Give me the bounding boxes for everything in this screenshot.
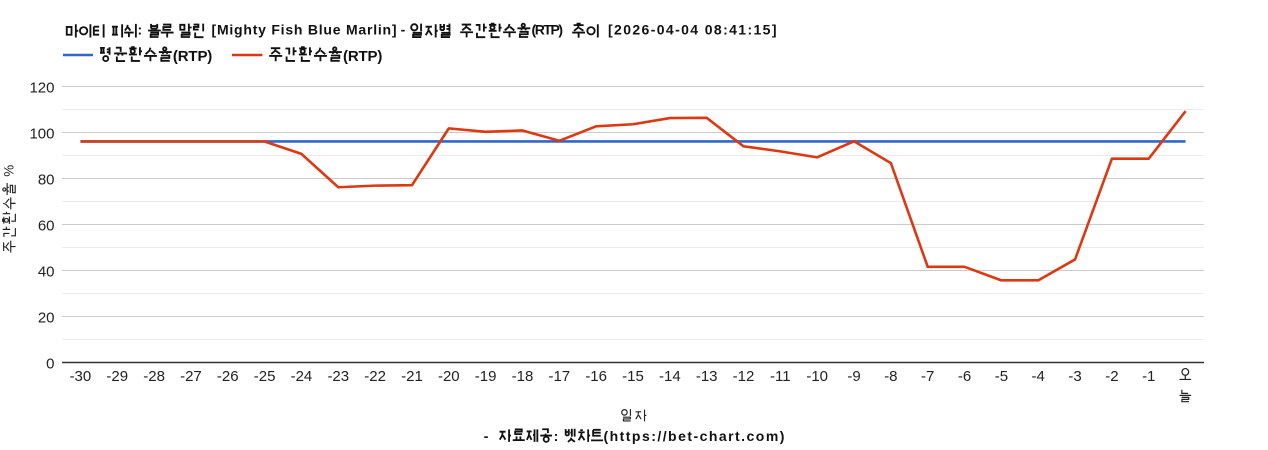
svg-text:%: % <box>2 165 17 177</box>
svg-text:-23: -23 <box>327 368 349 385</box>
svg-text:-15: -15 <box>622 368 644 385</box>
svg-text:60: 60 <box>38 217 55 234</box>
svg-text:-2: -2 <box>1105 368 1118 385</box>
svg-text:-24: -24 <box>291 368 313 385</box>
svg-text:(RTP): (RTP) <box>343 48 382 65</box>
svg-text:(RTP): (RTP) <box>173 48 212 65</box>
svg-text:-: - <box>401 22 406 38</box>
svg-text:100: 100 <box>29 125 54 142</box>
svg-text:-17: -17 <box>548 368 570 385</box>
svg-text:-13: -13 <box>696 368 718 385</box>
svg-text:-27: -27 <box>180 368 202 385</box>
svg-text:-4: -4 <box>1032 368 1045 385</box>
svg-text:-12: -12 <box>733 368 755 385</box>
svg-text:[Mighty Fish Blue Marlin]: [Mighty Fish Blue Marlin] <box>212 22 397 38</box>
svg-text:-26: -26 <box>217 368 239 385</box>
svg-text:-30: -30 <box>70 368 92 385</box>
svg-text:-28: -28 <box>143 368 165 385</box>
svg-text:-9: -9 <box>847 368 860 385</box>
svg-text:80: 80 <box>38 171 55 188</box>
svg-text:-: - <box>484 428 489 444</box>
svg-text:-18: -18 <box>512 368 534 385</box>
svg-text:120: 120 <box>29 80 54 97</box>
svg-text:-3: -3 <box>1068 368 1081 385</box>
svg-text:-5: -5 <box>995 368 1008 385</box>
svg-text:-29: -29 <box>106 368 128 385</box>
svg-text:-10: -10 <box>806 368 828 385</box>
svg-text::: : <box>554 428 559 444</box>
svg-text:-6: -6 <box>958 368 971 385</box>
svg-text:0: 0 <box>46 355 54 372</box>
svg-text:20: 20 <box>38 309 55 326</box>
svg-text:-21: -21 <box>401 368 423 385</box>
svg-text:-1: -1 <box>1142 368 1155 385</box>
svg-text:-16: -16 <box>585 368 607 385</box>
svg-text:(https://bet-chart.com): (https://bet-chart.com) <box>604 428 785 444</box>
svg-text:-20: -20 <box>438 368 460 385</box>
svg-text::: : <box>138 22 143 38</box>
svg-text:-14: -14 <box>659 368 681 385</box>
svg-text:-25: -25 <box>254 368 276 385</box>
svg-text:(RTP): (RTP) <box>532 22 564 38</box>
svg-text:-19: -19 <box>475 368 497 385</box>
svg-text:[2026-04-04 08:41:15]: [2026-04-04 08:41:15] <box>608 22 777 38</box>
svg-text:-7: -7 <box>921 368 934 385</box>
svg-text:40: 40 <box>38 263 55 280</box>
svg-text:-8: -8 <box>884 368 897 385</box>
svg-text:-22: -22 <box>364 368 386 385</box>
svg-text:-11: -11 <box>770 368 791 385</box>
